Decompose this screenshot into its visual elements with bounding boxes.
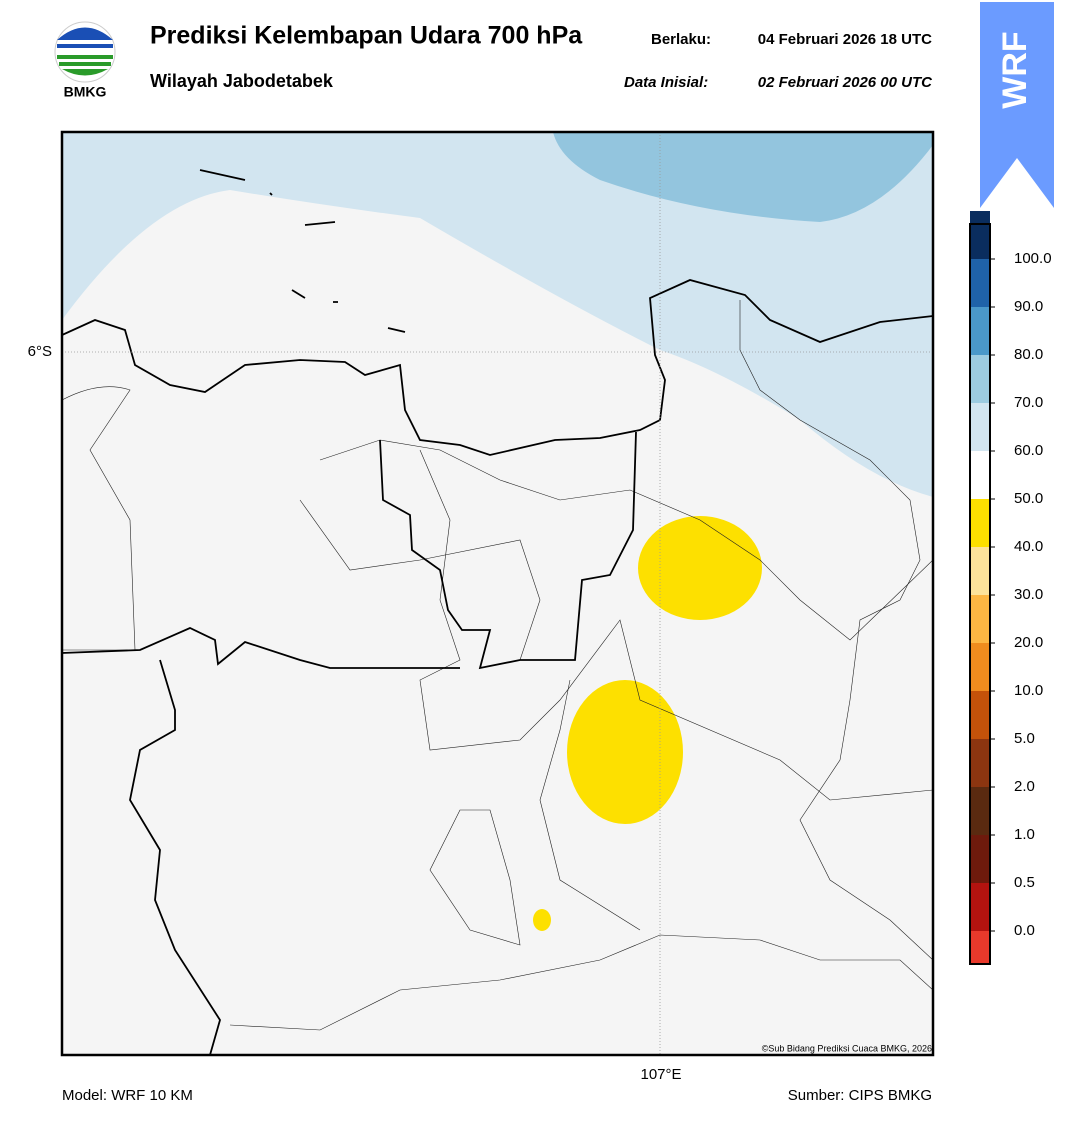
colorbar-segment bbox=[970, 211, 990, 259]
colorbar-label: 5.0 bbox=[1014, 730, 1035, 747]
lat-label: 6°S bbox=[28, 343, 52, 360]
colorbar-label: 0.0 bbox=[1014, 922, 1035, 939]
colorbar-label: 2.0 bbox=[1014, 778, 1035, 795]
logo-text: BMKG bbox=[64, 84, 107, 100]
colorbar-segment bbox=[970, 883, 990, 931]
map-area bbox=[62, 132, 933, 1055]
logo bbox=[54, 21, 116, 83]
footer-model: Model: WRF 10 KM bbox=[62, 1087, 193, 1104]
colorbar-label: 70.0 bbox=[1014, 394, 1043, 411]
colorbar-segment bbox=[970, 931, 990, 964]
colorbar-label: 80.0 bbox=[1014, 346, 1043, 363]
colorbar-label: 90.0 bbox=[1014, 298, 1043, 315]
humidity-30-40 bbox=[533, 909, 551, 931]
colorbar-frame bbox=[969, 223, 991, 965]
colorbar-segment bbox=[970, 691, 990, 739]
colorbar-segment bbox=[970, 787, 990, 835]
colorbar-segment bbox=[970, 451, 990, 499]
footer-source: Sumber: CIPS BMKG bbox=[788, 1087, 932, 1104]
colorbar-label: 30.0 bbox=[1014, 586, 1043, 603]
colorbar-label: 10.0 bbox=[1014, 682, 1043, 699]
colorbar-segment bbox=[970, 547, 990, 595]
colorbar-segment bbox=[970, 739, 990, 787]
badge-text: WRF bbox=[996, 31, 1034, 108]
colorbar-label: 50.0 bbox=[1014, 490, 1043, 507]
humidity-30-40 bbox=[567, 680, 683, 824]
colorbar-label: 100.0 bbox=[1014, 250, 1052, 267]
colorbar-label: 20.0 bbox=[1014, 634, 1043, 651]
valid-label: Berlaku: bbox=[651, 31, 711, 48]
badge-shape bbox=[980, 2, 1054, 208]
humidity-50-60 bbox=[62, 132, 933, 497]
humidity-30-40 bbox=[638, 516, 762, 620]
colorbar-segment bbox=[970, 499, 990, 547]
humidity-60-70 bbox=[553, 132, 933, 222]
colorbar-segment bbox=[970, 403, 990, 451]
colorbar-label: 60.0 bbox=[1014, 442, 1043, 459]
colorbar-label: 0.5 bbox=[1014, 874, 1035, 891]
coastline bbox=[62, 169, 933, 1055]
colorbar-label: 1.0 bbox=[1014, 826, 1035, 843]
colorbar-segment bbox=[970, 835, 990, 883]
lon-label: 107°E bbox=[640, 1066, 681, 1083]
subtitle: Wilayah Jabodetabek bbox=[150, 71, 334, 91]
title: Prediksi Kelembapan Udara 700 hPa bbox=[150, 22, 583, 50]
colorbar: 0.0 0.5 1.0 2.0 5.0 10.0 20.0 30.0 40.0 50.0 60.0 7… bbox=[969, 211, 1052, 965]
map-frame bbox=[60, 130, 935, 1057]
init-label: Data Inisial: bbox=[624, 74, 708, 91]
colorbar-label: 40.0 bbox=[1014, 538, 1043, 555]
admin-boundaries bbox=[62, 300, 933, 1031]
colorbar-segment bbox=[970, 595, 990, 643]
credit: ©Sub Bidang Prediksi Cuaca BMKG, 2026 bbox=[762, 1043, 932, 1053]
init-time: 02 Februari 2026 00 UTC bbox=[758, 74, 933, 91]
colorbar-segment bbox=[970, 643, 990, 691]
colorbar-segment bbox=[970, 355, 990, 403]
colorbar-segment bbox=[970, 307, 990, 355]
colorbar-segment bbox=[970, 259, 990, 307]
valid-time: 04 Februari 2026 18 UTC bbox=[758, 31, 932, 48]
